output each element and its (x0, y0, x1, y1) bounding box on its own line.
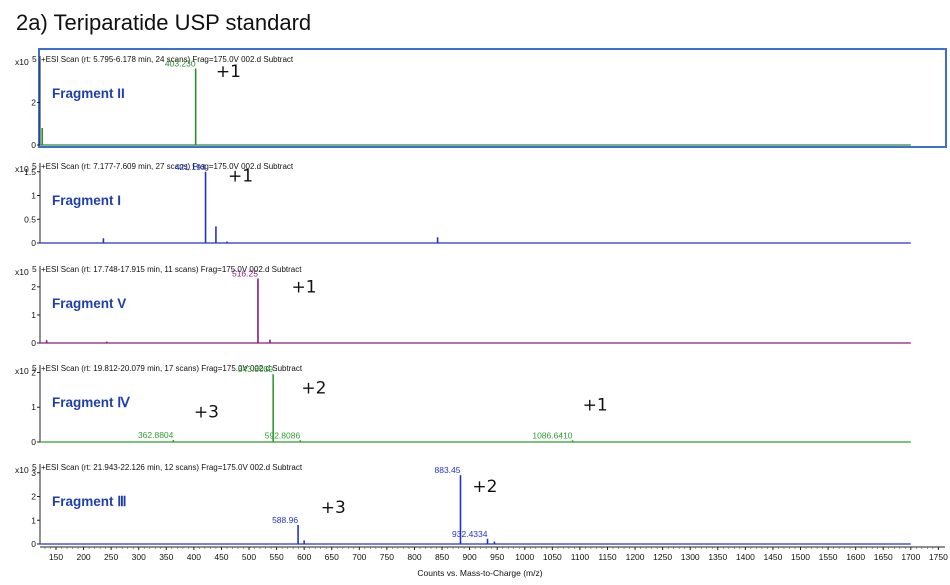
y-multiplier-exponent: 5 (32, 462, 37, 472)
x-tick-label: 1400 (736, 552, 755, 562)
peak-label: 516.25 (232, 268, 258, 278)
y-tick-label: 2 (31, 492, 36, 502)
spectrum-panel: x10 5 +ESI Scan (rt: 5.795-6.178 min, 24 s… (15, 48, 947, 150)
x-tick-label: 1750 (929, 552, 948, 562)
y-tick-label: 1 (31, 191, 36, 201)
fragment-label: Fragment I (52, 193, 121, 208)
charge-state-label: +2 (472, 477, 497, 497)
x-axis-label: Counts vs. Mass-to-Charge (m/z) (417, 568, 542, 578)
x-tick-label: 950 (490, 552, 504, 562)
x-tick-label: 1550 (819, 552, 838, 562)
y-tick-label: 0 (31, 140, 36, 150)
peak-label: 403.230 (165, 59, 196, 69)
charge-state-label: +1 (228, 166, 253, 186)
y-tick-label: 2 (31, 98, 36, 108)
fragment-label: Fragment Ⅲ (52, 494, 127, 509)
y-multiplier-exponent: 5 (32, 264, 37, 274)
spectrum-panel: x10 5 +ESI Scan (rt: 19.812-20.079 min, 17… (15, 363, 911, 447)
x-tick-label: 850 (435, 552, 449, 562)
spectrum-panel: x10 5 +ESI Scan (rt: 17.748-17.915 min, 11… (15, 264, 911, 348)
fragment-label: Fragment V (52, 296, 126, 311)
x-tick-label: 300 (132, 552, 146, 562)
charge-state-label: +1 (291, 277, 316, 297)
fragment-label: Fragment Ⅳ (52, 395, 131, 410)
x-tick-label: 600 (297, 552, 311, 562)
x-tick-label: 1350 (708, 552, 727, 562)
x-tick-label: 200 (76, 552, 90, 562)
x-tick-label: 350 (159, 552, 173, 562)
y-tick-label: 0 (31, 539, 36, 549)
y-tick-label: 2 (31, 367, 36, 377)
panel-highlight-frame (38, 48, 947, 148)
peak-label: 588.96 (272, 515, 298, 525)
y-multiplier-exponent: 5 (32, 161, 37, 171)
x-tick-label: 150 (49, 552, 63, 562)
charge-state-label: +1 (583, 396, 608, 416)
y-tick-label: 1 (31, 515, 36, 525)
y-tick-label: 1.5 (24, 167, 36, 177)
x-tick-label: 650 (325, 552, 339, 562)
fragment-label: Fragment II (52, 86, 125, 101)
charge-state-label: +2 (301, 378, 326, 398)
y-tick-label: 0 (31, 338, 36, 348)
x-tick-label: 500 (242, 552, 256, 562)
x-tick-label: 900 (463, 552, 477, 562)
y-multiplier-label: x10 (15, 57, 29, 67)
x-tick-label: 750 (380, 552, 394, 562)
peak-label: 932.4334 (452, 529, 488, 539)
x-tick-label: 1100 (571, 552, 590, 562)
peak-label: 362.8804 (138, 430, 174, 440)
x-tick-label: 1200 (626, 552, 645, 562)
y-tick-label: 0.5 (24, 214, 36, 224)
x-tick-label: 1150 (598, 552, 617, 562)
y-multiplier-label: x10 (15, 366, 29, 376)
y-tick-label: 1 (31, 402, 36, 412)
x-tick-label: 450 (214, 552, 228, 562)
y-multiplier-exponent: 5 (32, 54, 37, 64)
y-tick-label: 3 (31, 468, 36, 478)
peak-label: 543.8059 (238, 364, 274, 374)
peak-label: 883.45 (434, 465, 460, 475)
charge-state-label: +3 (321, 498, 346, 518)
x-tick-label: 1000 (515, 552, 534, 562)
y-multiplier-label: x10 (15, 267, 29, 277)
spectrum-panel: x10 5 +ESI Scan (rt: 21.943-22.126 min, 12… (15, 462, 911, 549)
x-axis: 150 200 250 300 350 400 450 500 550 600 650 700 750 8… (40, 546, 948, 562)
x-tick-label: 250 (104, 552, 118, 562)
y-multiplier-label: x10 (15, 164, 29, 174)
scan-header: +ESI Scan (rt: 21.943-22.126 min, 12 sca… (41, 463, 303, 472)
scan-header: +ESI Scan (rt: 5.795-6.178 min, 24 scans… (41, 55, 294, 64)
y-multiplier-label: x10 (15, 465, 29, 475)
y-tick-label: 1 (31, 310, 36, 320)
x-tick-label: 1700 (901, 552, 920, 562)
x-tick-label: 1300 (681, 552, 700, 562)
x-tick-label: 1450 (763, 552, 782, 562)
y-tick-label: 0 (31, 437, 36, 447)
y-tick-label: 0 (31, 238, 36, 248)
x-tick-label: 1650 (874, 552, 893, 562)
x-tick-label: 1600 (846, 552, 865, 562)
scan-header: +ESI Scan (rt: 17.748-17.915 min, 11 sca… (41, 265, 302, 274)
x-tick-label: 400 (187, 552, 201, 562)
x-tick-label: 1500 (791, 552, 810, 562)
x-tick-label: 1050 (543, 552, 562, 562)
scan-header: +ESI Scan (rt: 19.812-20.079 min, 17 sca… (41, 364, 303, 373)
peak-label: 1086.6410 (532, 430, 572, 440)
x-tick-label: 1250 (653, 552, 672, 562)
charge-state-label: +1 (216, 62, 241, 82)
x-tick-label: 800 (407, 552, 421, 562)
peak-label: 421.193 (175, 162, 206, 172)
spectra-panels: x10 5 +ESI Scan (rt: 5.795-6.178 min, 24 s… (15, 48, 947, 549)
peak-label: 592.8086 (265, 430, 301, 440)
y-multiplier-exponent: 5 (32, 363, 37, 373)
figure-title: 2a) Teriparatide USP standard (16, 10, 311, 35)
charge-state-label: +3 (194, 403, 219, 423)
x-tick-label: 700 (352, 552, 366, 562)
scan-header: +ESI Scan (rt: 7.177-7.609 min, 27 scans… (41, 162, 294, 171)
spectrum-panel: x10 5 +ESI Scan (rt: 7.177-7.609 min, 27 s… (15, 161, 911, 248)
y-tick-label: 2 (31, 282, 36, 292)
x-tick-label: 550 (269, 552, 283, 562)
